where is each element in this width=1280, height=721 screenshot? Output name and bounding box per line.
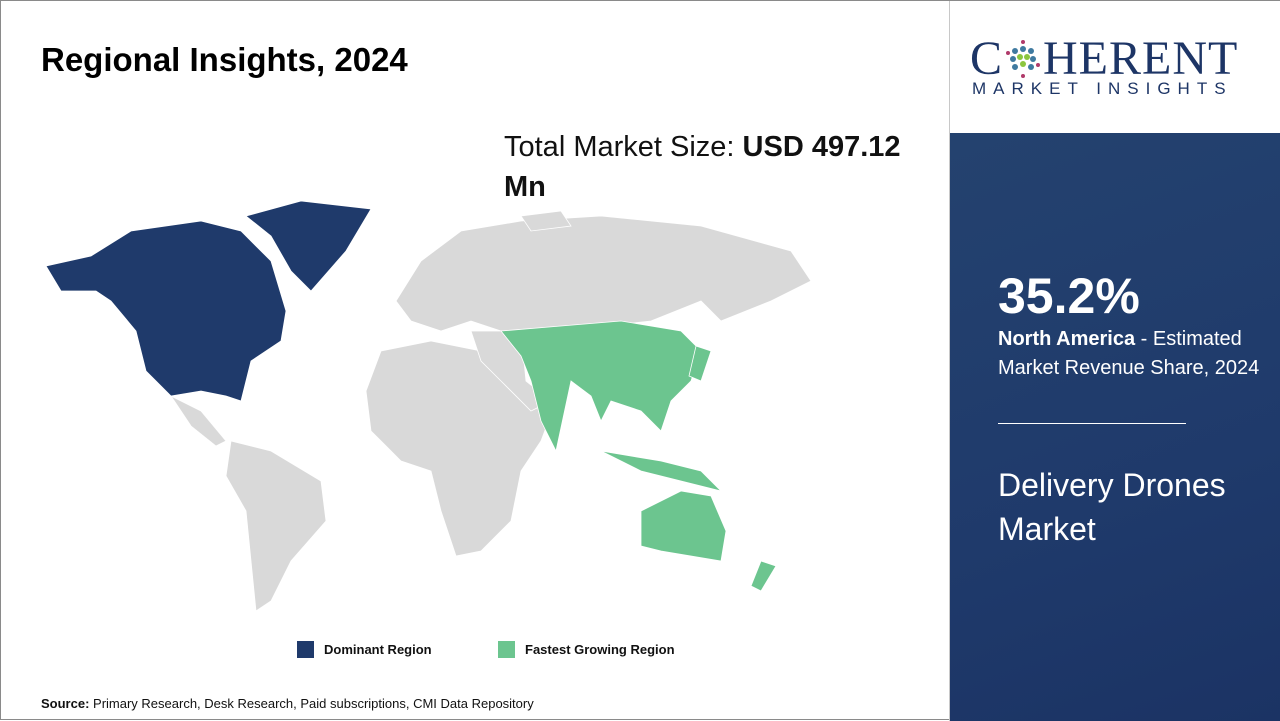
- legend-swatch-fastest: [498, 641, 515, 658]
- share-percent: 35.2%: [998, 268, 1140, 324]
- world-map: [45, 200, 812, 612]
- source-note: Source: Primary Research, Desk Research,…: [41, 696, 534, 711]
- legend-label: Fastest Growing Region: [525, 642, 675, 657]
- page-title: Regional Insights, 2024: [41, 41, 408, 78]
- map-svalbard: [520, 210, 572, 232]
- logo-subtitle: MARKET INSIGHTS: [972, 79, 1233, 98]
- market-name: Delivery Drones Market: [998, 467, 1226, 547]
- sidebar: C HERENT MARKET INSIGHTS 35.2% North Amer…: [949, 1, 1280, 721]
- map-southeast-asia: [600, 450, 723, 492]
- total-market-size: Total Market Size: USD 497.12 Mn: [504, 127, 934, 207]
- logo: C HERENT MARKET INSIGHTS: [950, 1, 1280, 133]
- legend-dominant: Dominant Region: [297, 641, 432, 658]
- total-market-label: Total Market Size:: [504, 131, 743, 163]
- map-north-america: [45, 220, 287, 402]
- divider: [998, 423, 1186, 424]
- logo-wordmark: C HERENT: [970, 32, 1239, 85]
- source-text: Primary Research, Desk Research, Paid su…: [89, 696, 534, 711]
- source-label: Source:: [41, 696, 90, 711]
- map-japan: [688, 345, 712, 382]
- globe-dots-icon: [1006, 39, 1041, 78]
- map-south-america: [225, 440, 327, 612]
- legend-swatch-dominant: [297, 641, 314, 658]
- map-new-zealand: [750, 560, 777, 592]
- total-market-value: USD 497.12 Mn: [504, 131, 901, 203]
- map-central-america: [169, 394, 227, 447]
- map-europe-russia: [395, 215, 812, 332]
- map-australia: [640, 490, 727, 562]
- map-greenland: [245, 200, 372, 292]
- legend-label: Dominant Region: [324, 642, 432, 657]
- share-region: North America: [998, 328, 1136, 350]
- highlight-panel: 35.2% North America - Estimated Market R…: [950, 133, 1280, 721]
- legend-fastest: Fastest Growing Region: [498, 641, 675, 658]
- share-text: - Estimated Market Revenue Share, 2024: [998, 328, 1260, 379]
- map-asia: [500, 320, 702, 453]
- share-description: North America - Estimated Market Revenue…: [998, 325, 1268, 383]
